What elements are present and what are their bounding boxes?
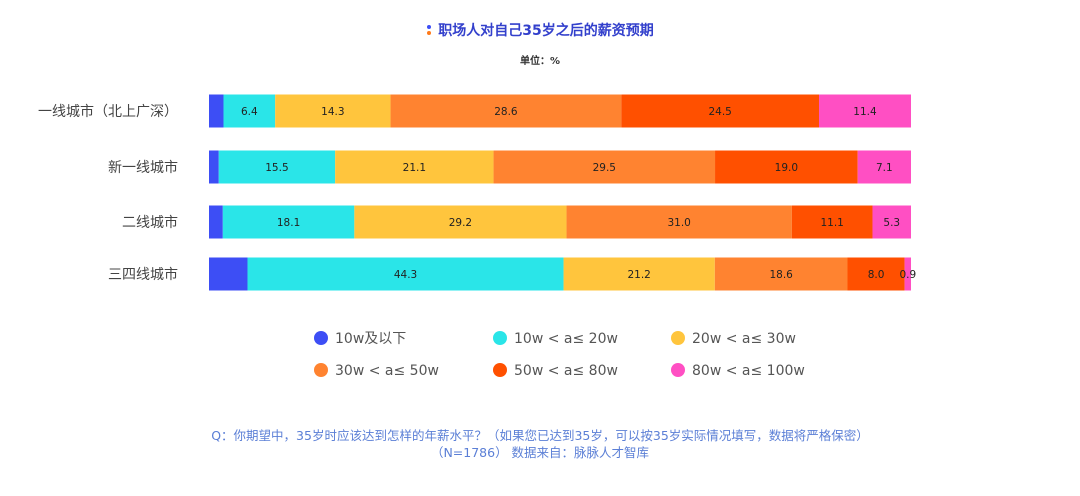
data-label: 24.5 — [708, 106, 731, 118]
data-label: 18.6 — [769, 269, 793, 281]
title-dots-icon — [426, 24, 432, 36]
bar-segment — [209, 205, 223, 239]
bar-segment — [819, 94, 911, 128]
bar-segment — [209, 257, 248, 291]
bar-segment — [223, 94, 276, 128]
data-label: 6.4 — [241, 106, 258, 118]
legend-marker — [493, 363, 507, 377]
bar-segment — [563, 257, 715, 291]
legend-label: 10w < a≤ 20w — [514, 331, 618, 347]
legend-label: 20w < a≤ 30w — [692, 331, 796, 347]
bar-segment — [218, 150, 336, 184]
survey-question: Q：你期望中，35岁时应该达到怎样的年薪水平？（如果您已达到35岁，可以按35岁… — [211, 428, 869, 443]
bar-segment — [847, 257, 905, 291]
data-label: 31.0 — [667, 217, 690, 229]
category-label: 一线城市（北上广深） — [38, 103, 178, 120]
bar-segment — [247, 257, 564, 291]
chart-title-text: 职场人对自己35岁之后的薪资预期 — [438, 23, 654, 39]
bar-segment — [791, 205, 873, 239]
data-label: 29.2 — [449, 217, 472, 229]
bar-segment — [857, 150, 911, 184]
data-label: 11.4 — [853, 106, 877, 118]
legend-marker — [671, 331, 685, 345]
category-label: 二线城市 — [122, 214, 178, 231]
bar-segment — [621, 94, 820, 128]
legend-label: 50w < a≤ 80w — [514, 363, 618, 379]
legend-marker — [493, 331, 507, 345]
data-label: 14.3 — [321, 106, 344, 118]
data-label: 8.0 — [868, 269, 885, 281]
data-label: 19.0 — [775, 162, 798, 174]
data-source: （N=1786） 数据来自：脉脉人才智库 — [430, 445, 650, 460]
category-label: 三四线城市 — [108, 266, 178, 283]
bar-segment — [715, 150, 858, 184]
bar-segment — [904, 257, 911, 291]
legend-marker — [671, 363, 685, 377]
data-label: 29.5 — [593, 162, 616, 174]
bar-segment — [209, 150, 219, 184]
bar-segment — [209, 94, 224, 128]
bar-segment — [354, 205, 567, 239]
bar-segment — [390, 94, 622, 128]
legend-label: 10w及以下 — [335, 331, 406, 347]
chart-title: 职场人对自己35岁之后的薪资预期 — [0, 20, 1080, 40]
legend-marker — [314, 331, 328, 345]
chart-footer: Q：你期望中，35岁时应该达到怎样的年薪水平？（如果您已达到35岁，可以按35岁… — [0, 427, 1080, 461]
data-label: 15.5 — [265, 162, 288, 174]
unit-label: 单位：% — [519, 56, 561, 67]
legend-label: 80w < a≤ 100w — [692, 363, 805, 379]
bar-segment — [493, 150, 716, 184]
data-label: 0.9 — [899, 269, 916, 281]
data-label: 18.1 — [277, 217, 300, 229]
data-label: 44.3 — [394, 269, 417, 281]
bar-segment — [222, 205, 355, 239]
category-label: 新一线城市 — [108, 159, 178, 176]
bar-segment — [566, 205, 792, 239]
legend-label: 30w < a≤ 50w — [335, 363, 439, 379]
stacked-bar-chart: 一线城市（北上广深） 6.4 14.3 28.6 24.5 11.4 新一线城市 15.5 21… — [38, 94, 916, 379]
data-label: 11.1 — [820, 217, 843, 229]
data-label: 28.6 — [494, 106, 518, 118]
legend-marker — [314, 363, 328, 377]
bar-segment — [275, 94, 391, 128]
bar-segment — [872, 205, 911, 239]
bar-segment — [714, 257, 848, 291]
bar-segment — [335, 150, 494, 184]
data-label: 21.2 — [627, 269, 650, 281]
data-label: 5.3 — [883, 217, 900, 229]
data-label: 21.1 — [403, 162, 426, 174]
data-label: 7.1 — [876, 162, 893, 174]
